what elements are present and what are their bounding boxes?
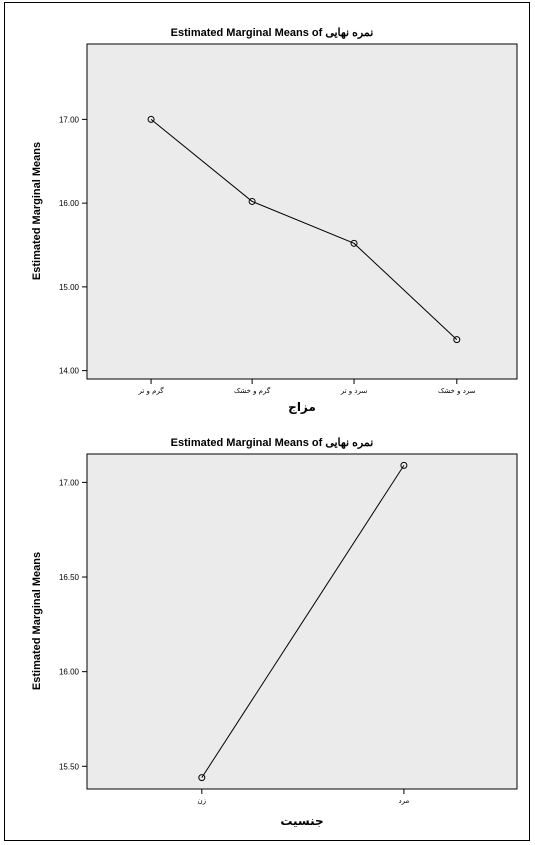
c2-ytick-label: 16.50 (59, 573, 80, 582)
c2-data-point (400, 461, 408, 469)
c1-ytick-label: 15.00 (59, 283, 80, 292)
c1-data-point (350, 239, 358, 247)
chart-1-plot-area (86, 43, 518, 380)
c1-data-point (248, 197, 256, 205)
c2-xtick-label: مرد (399, 797, 410, 805)
c2-data-point (198, 774, 206, 782)
chart-1-title: Estimated Marginal Means of نمره نهایی (171, 27, 374, 39)
chart-1: Estimated Marginal Means of نمره نهایی 1… (31, 27, 518, 414)
c1-xtick-label: سرد و تر (340, 387, 368, 395)
chart-1-x-axis: گرم و تر گرم و خشک سرد و تر سرد و خشک (137, 379, 476, 395)
chart-1-y-axis: 14.00 15.00 16.00 17.00 (59, 115, 87, 376)
chart-2-ylabel: Estimated Marginal Means (31, 552, 43, 690)
chart-2-xlabel: جنسیت (280, 814, 323, 828)
c1-data-point (453, 336, 461, 344)
chart-1-ylabel: Estimated Marginal Means (31, 142, 43, 280)
chart-2-points (198, 461, 408, 782)
figure-frame (4, 2, 530, 841)
c2-xtick-label: زن (198, 797, 207, 805)
c1-ytick-label: 16.00 (59, 199, 80, 208)
chart-2-title: Estimated Marginal Means of نمره نهایی (171, 437, 374, 449)
chart-2-plot-area (86, 453, 518, 790)
chart-2: Estimated Marginal Means of نمره نهایی 1… (31, 437, 518, 828)
chart-1-xlabel: مزاج (288, 400, 316, 414)
c1-ytick-label: 14.00 (59, 367, 80, 376)
c2-ytick-label: 15.50 (59, 762, 80, 771)
chart-1-points (147, 115, 461, 344)
chart-1-series-line (150, 118, 458, 341)
c1-xtick-label: سرد و خشک (438, 387, 476, 395)
chart-2-x-axis: زن مرد (198, 789, 410, 805)
c1-xtick-label: گرم و خشک (234, 386, 271, 395)
c1-xtick-label: گرم و تر (137, 386, 164, 395)
c1-data-point (147, 115, 155, 123)
c2-ytick-label: 16.00 (59, 668, 80, 677)
chart-2-series-line (201, 465, 405, 778)
chart-2-y-axis: 15.50 16.00 16.50 17.00 (59, 478, 87, 771)
c2-ytick-label: 17.00 (59, 478, 80, 487)
c1-ytick-label: 17.00 (59, 115, 80, 124)
